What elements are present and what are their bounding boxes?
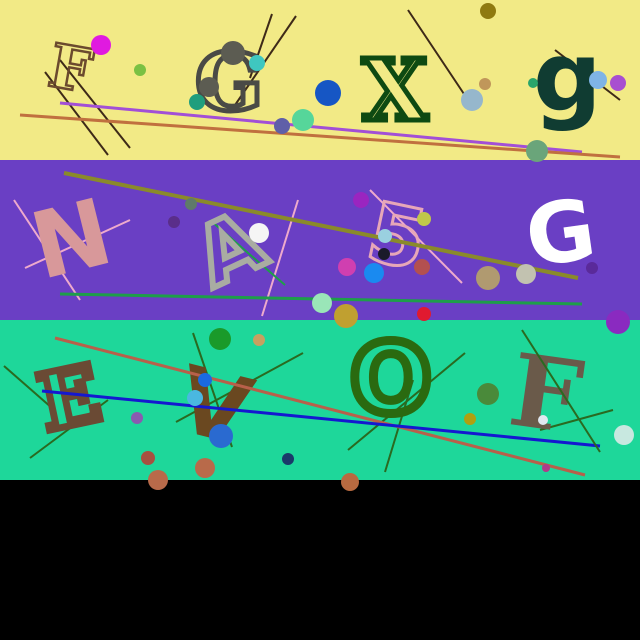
noise-dot xyxy=(477,383,499,405)
noise-line xyxy=(59,59,131,149)
noise-dot xyxy=(292,109,314,131)
noise-dot xyxy=(312,293,332,313)
noise-line xyxy=(521,329,601,453)
noise-dot xyxy=(378,248,390,260)
noise-line xyxy=(24,219,131,269)
noise-dot xyxy=(516,264,536,284)
noise-dot xyxy=(249,223,269,243)
noise-dot xyxy=(526,140,548,162)
noise-dot xyxy=(209,424,233,448)
noise-dot xyxy=(341,473,359,491)
noise-dot xyxy=(209,328,231,350)
noise-dot xyxy=(195,458,215,478)
noise-dot xyxy=(542,464,550,472)
noise-dot xyxy=(586,262,598,274)
noise-dot xyxy=(338,258,356,276)
noise-dot xyxy=(315,80,341,106)
noise-dot xyxy=(187,390,203,406)
noise-dot xyxy=(253,334,265,346)
noise-line xyxy=(369,189,463,284)
noise-dot xyxy=(606,310,630,334)
noise-dot xyxy=(334,304,358,328)
noise-line xyxy=(44,71,109,156)
noise-line xyxy=(19,113,621,159)
noise-dot xyxy=(364,263,384,283)
noise-line xyxy=(554,49,621,101)
noise-dot xyxy=(461,89,483,111)
noise-dot xyxy=(274,118,290,134)
noise-dot xyxy=(464,413,476,425)
noise-line xyxy=(59,101,583,154)
noise-dot xyxy=(417,307,431,321)
noise-dot xyxy=(168,216,180,228)
noise-line xyxy=(13,199,81,301)
noise-dot xyxy=(148,470,168,490)
noise-dot xyxy=(378,229,392,243)
noise-dot xyxy=(538,415,548,425)
noise-dot xyxy=(91,35,111,55)
noise-dot xyxy=(476,266,500,290)
noise-line xyxy=(209,219,286,286)
captcha-letter: F xyxy=(503,330,590,457)
noise-line xyxy=(29,399,109,459)
noise-dot xyxy=(480,3,496,19)
noise-line xyxy=(539,409,614,431)
noise-dot xyxy=(282,453,294,465)
noise-dot xyxy=(353,192,369,208)
band-2: N A 5 G xyxy=(13,171,630,334)
noise-line xyxy=(41,389,601,448)
noise-dot xyxy=(199,77,219,97)
noise-dot xyxy=(479,78,491,90)
noise-dot xyxy=(198,373,212,387)
noise-dot xyxy=(614,425,634,445)
noise-dot xyxy=(589,71,607,89)
noise-dot xyxy=(131,412,143,424)
band-1: F G X g xyxy=(19,3,626,162)
noise-line xyxy=(3,365,53,409)
captcha-letter: X xyxy=(362,41,428,141)
noise-dot xyxy=(221,41,245,65)
noise-dot xyxy=(417,212,431,226)
noise-dot xyxy=(189,94,205,110)
bottom-black-area xyxy=(0,480,640,640)
noise-dot xyxy=(414,259,430,275)
noise-line xyxy=(63,171,579,280)
noise-dot xyxy=(134,64,146,76)
noise-dot xyxy=(610,75,626,91)
noise-dot xyxy=(249,55,265,71)
noise-dot xyxy=(141,451,155,465)
noise-line xyxy=(407,9,469,101)
noise-line xyxy=(54,336,586,477)
captcha-letter: O xyxy=(350,323,432,435)
noise-dot xyxy=(528,78,538,88)
noise-line xyxy=(175,352,304,423)
noise-dot xyxy=(185,198,197,210)
